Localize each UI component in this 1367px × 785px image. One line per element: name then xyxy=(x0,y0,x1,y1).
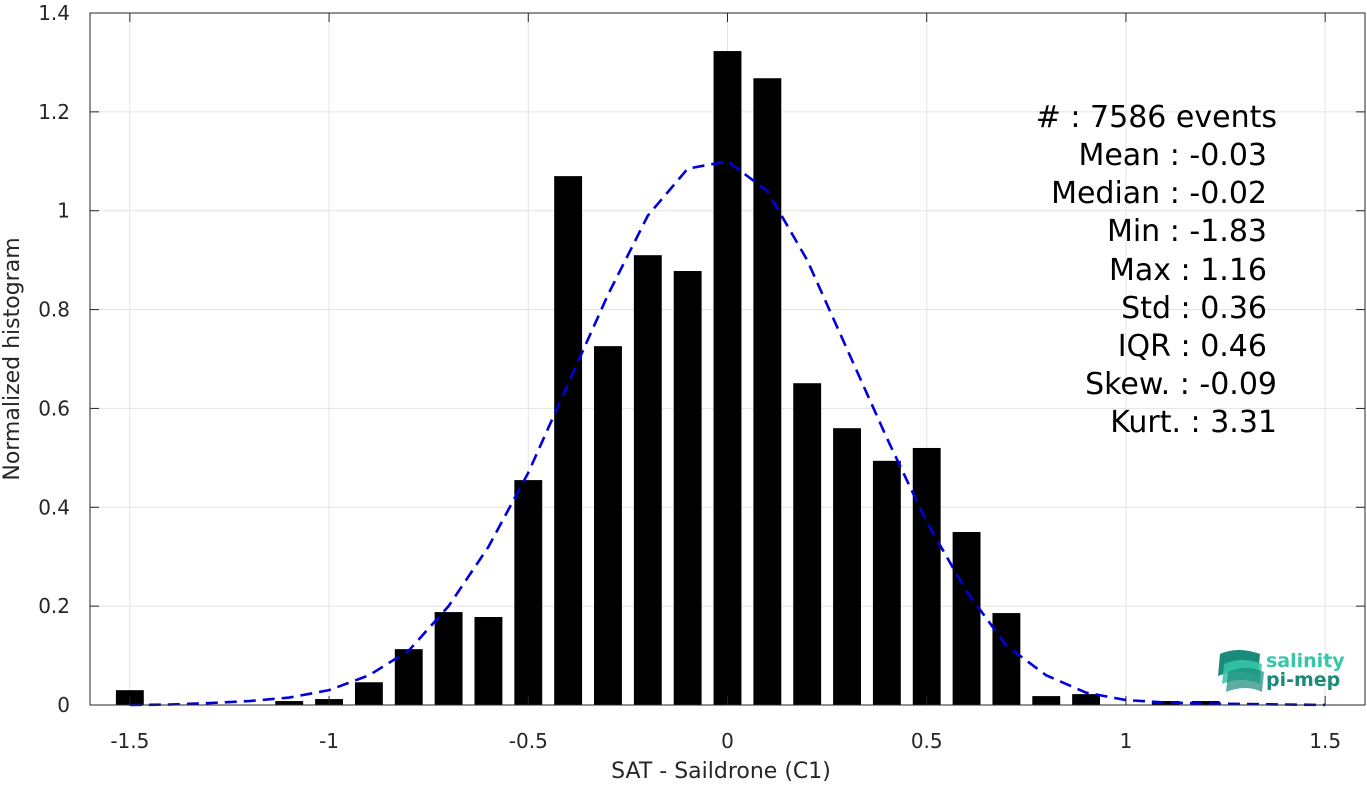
axis-ticks xyxy=(90,12,1365,706)
histogram-bar xyxy=(1072,694,1101,705)
y-axis-label: Normalized histogram xyxy=(0,237,25,480)
stats-median: Median : -0.02 xyxy=(1051,176,1267,211)
histogram-bars xyxy=(115,51,1220,706)
y-tick-label: 0.6 xyxy=(38,396,70,420)
histogram-bar xyxy=(434,612,463,705)
histogram-bar xyxy=(673,271,702,705)
logo-text-pi-mep: pi-mep xyxy=(1266,669,1340,691)
x-tick-label: 0 xyxy=(721,729,734,753)
stats-kurt: Kurt. : 3.31 xyxy=(1110,405,1277,440)
histogram-bar xyxy=(753,78,782,705)
x-tick-label: -1 xyxy=(319,729,339,753)
stats-iqr: IQR : 0.46 xyxy=(1118,329,1267,364)
histogram-bar xyxy=(992,613,1021,705)
x-tick-label: -1.5 xyxy=(110,729,149,753)
histogram-bar xyxy=(474,617,503,705)
y-tick-label: 1 xyxy=(57,199,70,223)
x-tick-label: 1 xyxy=(1120,729,1133,753)
x-axis-tick-labels: -1.5 -1 -0.5 0 0.5 1 1.5 xyxy=(110,729,1341,753)
stats-min: Min : -1.83 xyxy=(1107,214,1267,249)
stats-std: Std : 0.36 xyxy=(1121,291,1267,326)
histogram-bar xyxy=(633,255,662,705)
y-tick-label: 0.4 xyxy=(38,495,70,519)
stats-count: # : 7586 events xyxy=(1036,100,1277,135)
stats-mean: Mean : -0.03 xyxy=(1078,138,1267,173)
x-tick-label: -0.5 xyxy=(509,729,548,753)
histogram-bar xyxy=(1151,701,1180,705)
histogram-bar xyxy=(1032,696,1061,705)
logo-wave-icon xyxy=(1218,650,1264,692)
x-tick-label: 1.5 xyxy=(1309,729,1341,753)
logo-text-salinity: salinity xyxy=(1266,650,1345,672)
statistics-annotation: # : 7586 events Mean : -0.03 Median : -0… xyxy=(1036,100,1277,440)
y-tick-label: 1.4 xyxy=(38,1,70,25)
histogram-bar xyxy=(275,701,304,705)
histogram-bar xyxy=(872,460,901,705)
y-tick-label: 0.8 xyxy=(38,298,70,322)
histogram-bar xyxy=(514,480,543,705)
y-tick-label: 1.2 xyxy=(38,100,70,124)
histogram-bar xyxy=(713,51,742,706)
histogram-bar xyxy=(554,176,583,706)
x-tick-label: 0.5 xyxy=(911,729,943,753)
x-axis-label: SAT - Saildrone (C1) xyxy=(611,759,831,784)
histogram-bar xyxy=(354,682,383,705)
stats-max: Max : 1.16 xyxy=(1109,253,1267,288)
histogram-bar xyxy=(394,649,423,705)
y-tick-label: 0.2 xyxy=(38,594,70,618)
y-tick-label: 0 xyxy=(57,693,70,717)
histogram-bar xyxy=(912,447,941,705)
histogram-bar xyxy=(1191,701,1220,705)
stats-skew: Skew. : -0.09 xyxy=(1085,367,1277,402)
salinity-pi-mep-logo: salinity pi-mep xyxy=(1218,650,1345,692)
histogram-bar xyxy=(833,428,861,705)
y-axis-tick-labels: 0 0.2 0.4 0.6 0.8 1 1.2 1.4 xyxy=(38,1,70,717)
histogram-bar xyxy=(594,346,622,705)
histogram-bar xyxy=(793,383,822,705)
histogram-bar xyxy=(952,532,981,705)
